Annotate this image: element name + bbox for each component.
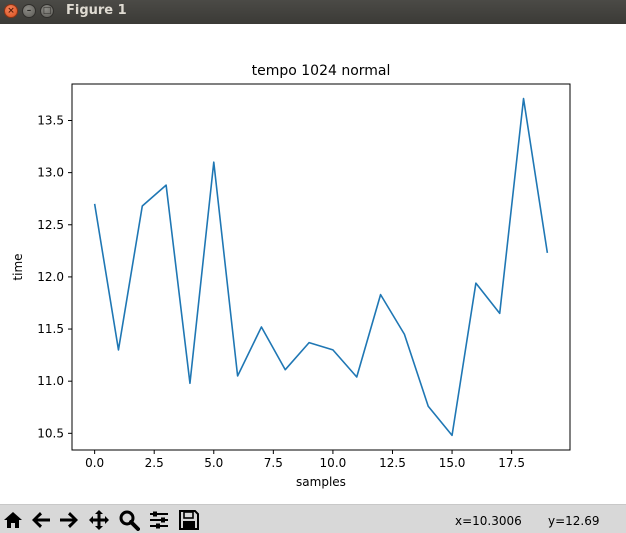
zoom-button[interactable]	[116, 508, 142, 532]
figure-canvas[interactable]: 0.0 2.5 5.0 7.5 10.0 12.5 15.0 17.5 10.5 11.0 11.5…	[0, 24, 626, 504]
x-tick-label: 17.5	[498, 456, 525, 470]
y-tick-label: 11.5	[37, 322, 64, 336]
x-tick-label: 7.5	[264, 456, 283, 470]
x-tick-label: 5.0	[204, 456, 223, 470]
cursor-x-readout: x=10.3006	[455, 514, 522, 528]
x-tick-label: 15.0	[439, 456, 466, 470]
minimize-window-button[interactable]: –	[22, 4, 36, 18]
window-title: Figure 1	[66, 3, 127, 18]
forward-button[interactable]	[56, 508, 82, 532]
x-tick-label: 2.5	[145, 456, 164, 470]
home-button[interactable]	[0, 508, 26, 532]
back-button[interactable]	[28, 508, 54, 532]
y-tick-label: 12.5	[37, 218, 64, 232]
sliders-icon	[150, 511, 168, 529]
save-icon	[179, 510, 199, 530]
y-tick-label: 12.0	[37, 270, 64, 284]
home-icon	[4, 512, 22, 528]
cursor-y-readout: y=12.69	[548, 514, 600, 528]
x-tick-label: 12.5	[379, 456, 406, 470]
zoom-icon	[119, 510, 140, 531]
navigation-toolbar: x=10.3006 y=12.69	[0, 504, 626, 533]
close-window-button[interactable]: ×	[4, 4, 18, 18]
arrow-right-icon	[60, 512, 78, 528]
x-axis-label: samples	[296, 475, 346, 489]
y-axis-label: time	[11, 253, 25, 280]
maximize-window-button[interactable]: □	[40, 4, 54, 18]
line-chart: 0.0 2.5 5.0 7.5 10.0 12.5 15.0 17.5 10.5 11.0 11.5…	[11, 63, 571, 489]
subplots-button[interactable]	[146, 508, 172, 532]
arrow-left-icon	[32, 512, 50, 528]
y-tick-label: 11.0	[37, 374, 64, 388]
x-tick-label: 10.0	[320, 456, 347, 470]
save-button[interactable]	[176, 508, 202, 532]
chart-title: tempo 1024 normal	[252, 63, 391, 79]
move-icon	[89, 510, 109, 530]
pan-button[interactable]	[86, 508, 112, 532]
x-tick-label: 0.0	[85, 456, 104, 470]
axes-frame	[71, 83, 571, 451]
y-tick-label: 10.5	[37, 426, 64, 440]
y-tick-label: 13.0	[37, 166, 64, 180]
window-titlebar: × – □ Figure 1	[0, 0, 626, 24]
series-line	[93, 97, 549, 437]
y-tick-label: 13.5	[37, 113, 64, 127]
